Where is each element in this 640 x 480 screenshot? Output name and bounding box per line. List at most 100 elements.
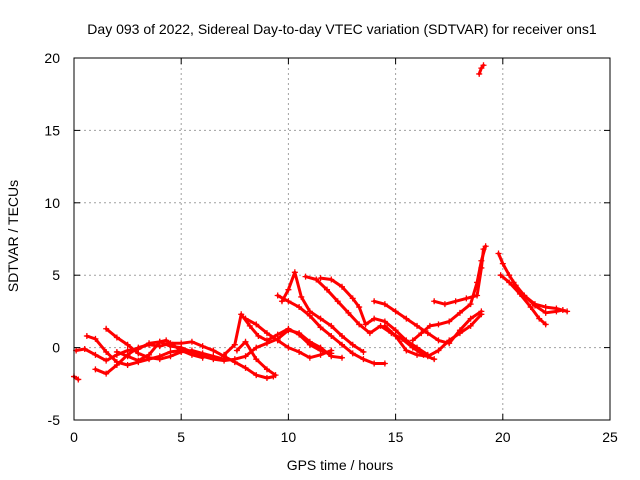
data-point xyxy=(542,304,549,311)
data-point xyxy=(403,347,410,354)
data-point xyxy=(431,356,438,363)
data-point xyxy=(381,322,388,329)
series-track-9 xyxy=(242,315,335,361)
data-point xyxy=(414,351,421,358)
x-axis-label: GPS time / hours xyxy=(287,457,394,473)
data-point xyxy=(356,321,363,328)
data-point xyxy=(103,370,110,377)
data-point xyxy=(263,366,270,373)
x-tick-label: 15 xyxy=(388,429,404,445)
data-point xyxy=(339,341,345,348)
data-point xyxy=(414,344,421,351)
data-point xyxy=(253,372,260,379)
data-point xyxy=(274,292,281,299)
data-point xyxy=(124,361,131,368)
data-point xyxy=(75,376,82,383)
data-point xyxy=(418,330,425,337)
data-point xyxy=(381,360,388,367)
data-point xyxy=(371,298,378,305)
data-point xyxy=(328,347,335,354)
data-point xyxy=(274,337,281,344)
data-point xyxy=(285,298,292,305)
series-track-21 xyxy=(510,279,566,316)
y-tick-label: 15 xyxy=(44,122,60,138)
data-point xyxy=(446,318,453,325)
series-trace xyxy=(383,312,483,358)
data-point xyxy=(291,269,298,276)
data-point xyxy=(253,321,260,328)
data-point xyxy=(296,331,303,338)
series-trace xyxy=(499,273,548,326)
series-track-10 xyxy=(278,269,367,355)
data-point xyxy=(339,354,345,361)
data-point xyxy=(564,308,571,315)
data-point xyxy=(356,304,363,311)
data-point xyxy=(452,298,459,305)
series-trace xyxy=(115,338,205,363)
data-point xyxy=(317,315,324,322)
data-point xyxy=(328,333,335,340)
x-tick-label: 5 xyxy=(177,429,185,445)
series-trace xyxy=(85,334,183,367)
data-point xyxy=(178,347,185,354)
data-point xyxy=(146,351,153,358)
data-point xyxy=(480,62,487,69)
data-point xyxy=(285,286,292,293)
data-point xyxy=(272,372,279,379)
data-point xyxy=(345,309,352,316)
series-trace xyxy=(319,276,430,357)
x-tick-label: 20 xyxy=(495,429,511,445)
data-point xyxy=(103,348,110,355)
data-point xyxy=(435,347,442,354)
series-track-14 xyxy=(371,298,485,347)
data-point xyxy=(169,341,176,348)
data-point xyxy=(263,375,270,382)
series-track-17 xyxy=(431,246,487,308)
x-tick-label: 10 xyxy=(281,429,297,445)
data-point xyxy=(542,321,549,328)
chart-title: Day 093 of 2022, Sidereal Day-to-day VTE… xyxy=(87,21,597,37)
data-point xyxy=(313,276,320,283)
plot-frame xyxy=(73,57,611,421)
y-tick-label: 5 xyxy=(52,267,60,283)
data-point xyxy=(135,350,142,357)
data-point xyxy=(424,353,431,360)
data-point xyxy=(263,330,270,337)
data-point xyxy=(339,283,345,290)
data-point xyxy=(317,275,324,282)
data-point xyxy=(542,309,549,316)
data-point xyxy=(302,273,309,280)
data-point xyxy=(456,330,463,337)
data-point xyxy=(81,346,88,353)
data-point xyxy=(306,341,313,348)
x-tick-label: 0 xyxy=(70,429,78,445)
data-point xyxy=(559,306,566,313)
y-tick-label: 20 xyxy=(44,50,60,66)
data-point xyxy=(296,304,303,311)
data-point xyxy=(113,361,120,368)
data-point xyxy=(403,315,410,322)
axis-ticks: 0 5 10 15 20 25 -5 0 5 10 15 20 xyxy=(44,50,618,445)
data-point xyxy=(92,351,99,358)
data-point xyxy=(274,331,281,338)
data-point xyxy=(435,321,442,328)
data-point xyxy=(92,335,99,342)
y-tick-label: -5 xyxy=(48,412,61,428)
data-point xyxy=(306,312,313,319)
data-point xyxy=(360,356,367,363)
data-point xyxy=(381,301,388,308)
data-point xyxy=(480,246,487,253)
data-point xyxy=(476,70,483,77)
data-point xyxy=(255,333,262,340)
data-point xyxy=(298,293,305,300)
data-point xyxy=(323,286,330,293)
data-point xyxy=(263,337,270,344)
data-point xyxy=(199,354,206,361)
data-point xyxy=(306,354,313,361)
data-point xyxy=(253,344,260,351)
data-point xyxy=(238,311,245,318)
data-point xyxy=(446,337,453,344)
data-point xyxy=(246,322,253,329)
data-point xyxy=(495,250,502,257)
data-point xyxy=(199,343,206,350)
